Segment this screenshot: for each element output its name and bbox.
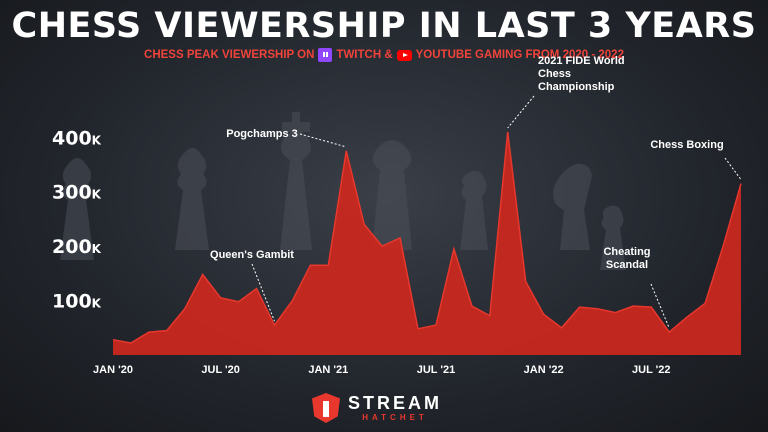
x-tick-label: JAN '20	[93, 364, 133, 376]
y-axis-labels: 100K 200K 300K 400K	[52, 127, 102, 312]
stream-hatchet-logo: STREAM HATCHET	[312, 392, 442, 424]
logo-sub: HATCHET	[362, 413, 428, 422]
twitch-icon	[318, 48, 333, 62]
y-tick-label: 100K	[52, 291, 102, 313]
viewership-area	[113, 131, 741, 355]
x-tick-label: JUL '20	[201, 364, 240, 376]
chart-title: CHESS VIEWERSHIP IN LAST 3 YEARS	[11, 6, 757, 46]
annotation-leader	[724, 157, 742, 180]
annotation-label: Chess Boxing	[650, 139, 723, 151]
annotation-label: 2021 FIDE World Chess Championship	[538, 55, 625, 93]
event-annotations: Queen's Gambit Pogchamps 3 2021 FIDE World…	[210, 55, 742, 329]
stream-hatchet-logo-icon	[312, 393, 340, 423]
annotation-label: Queen's Gambit	[210, 249, 294, 261]
subtitle-prefix: CHESS PEAK VIEWERSHIP ON	[144, 49, 315, 61]
x-axis-labels: JAN '20 JUL '20 JAN '21 JUL '21 JAN '22 JUL '…	[93, 364, 670, 376]
chess-pieces-background	[60, 112, 626, 270]
y-tick-label: 400K	[52, 127, 102, 149]
youtube-icon	[396, 49, 412, 61]
annotation-label: Cheating Scandal	[603, 246, 650, 271]
annotation-leader	[507, 95, 535, 129]
chart-subtitle: CHESS PEAK VIEWERSHIP ON TWITCH & YOUTUB…	[0, 48, 768, 62]
x-tick-label: JAN '21	[308, 364, 348, 376]
subtitle-youtube: YOUTUBE GAMING FROM 2020 - 2022	[415, 49, 624, 61]
annotation-leader	[299, 133, 347, 148]
x-tick-label: JUL '21	[417, 364, 456, 376]
subtitle-twitch: TWITCH &	[336, 49, 393, 61]
logo-name: STREAM	[348, 393, 442, 413]
viewership-line	[112, 131, 742, 344]
x-tick-label: JUL '22	[632, 364, 671, 376]
annotation-label: Pogchamps 3	[226, 128, 298, 140]
x-tick-label: JAN '22	[524, 364, 564, 376]
y-tick-label: 200K	[52, 236, 102, 258]
y-tick-label: 300K	[52, 182, 102, 204]
